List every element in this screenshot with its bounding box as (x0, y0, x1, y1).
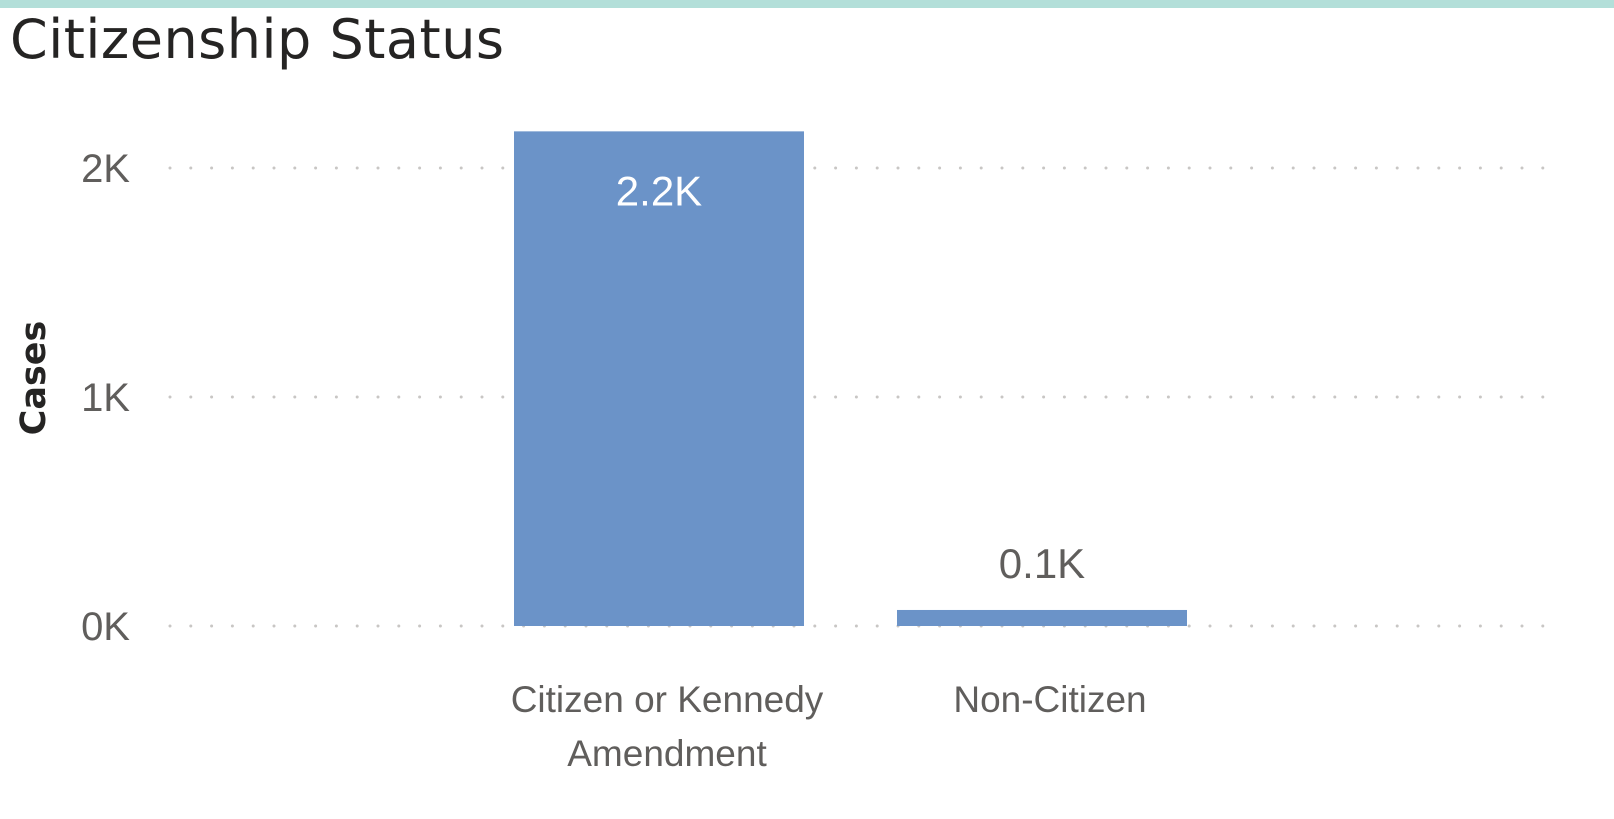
y-axis-ticks: 0K 1K 2K (81, 147, 130, 649)
y-tick-label: 1K (81, 376, 130, 420)
x-axis-categories: Citizen or Kennedy Amendment Non-Citizen (511, 679, 1147, 774)
y-tick-label: 2K (81, 147, 130, 191)
top-accent-bar (0, 0, 1614, 8)
y-tick-label: 0K (81, 605, 130, 649)
y-axis-title: Cases (14, 321, 54, 436)
bar (897, 609, 1187, 626)
bars: 2.2K 0.1K (514, 131, 1187, 627)
chart-title: Citizenship Status (10, 8, 505, 71)
x-category-label: Non-Citizen (953, 679, 1146, 720)
x-category-label: Citizen or Kennedy (511, 679, 824, 720)
bar-data-label: 2.2K (616, 167, 702, 214)
bar (514, 131, 804, 627)
gridlines (168, 166, 1557, 628)
bar-data-label: 0.1K (999, 540, 1085, 587)
x-category-label: Amendment (567, 733, 767, 774)
